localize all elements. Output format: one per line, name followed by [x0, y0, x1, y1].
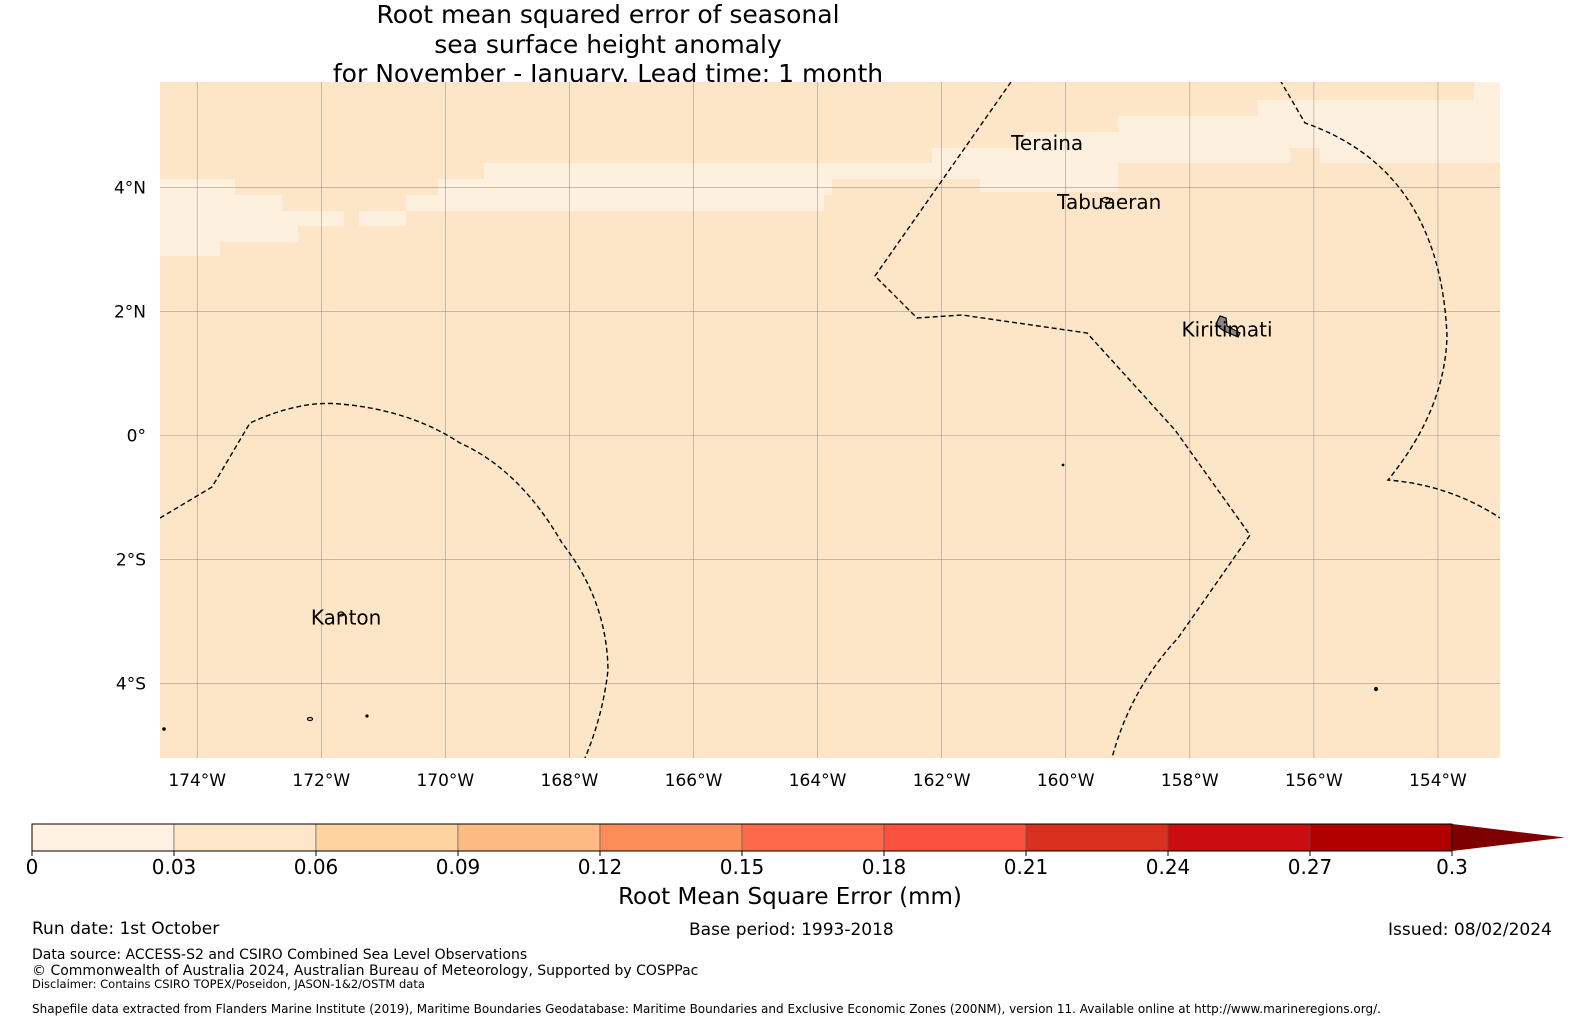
base-period: Base period: 1993-2018 [689, 920, 894, 940]
colorbar-tick-label: 0.24 [1146, 855, 1191, 879]
lon-tick-label: 164°W [789, 771, 847, 791]
place-label: Kiritimati [1182, 317, 1273, 341]
latitude-labels: 4°N 2°N 0° 2°S 4°S [114, 178, 146, 694]
lon-tick-label: 154°W [1409, 771, 1467, 791]
eez-line-phoenix [160, 402, 609, 758]
lat-tick-label: 0° [127, 427, 146, 447]
lon-tick-label: 160°W [1037, 771, 1095, 791]
lon-tick-label: 174°W [168, 771, 226, 791]
colorbar-segment [315, 823, 459, 852]
colorbar-tick-label: 0.3 [1436, 855, 1468, 879]
longitude-labels: 174°W 172°W 170°W 168°W 166°W 164°W 162°W 160°W… [168, 771, 1467, 791]
colorbar-tick-label: 0.21 [1004, 855, 1049, 879]
colorbar-segment [599, 823, 743, 852]
colorbar-tick-label: 0.09 [436, 855, 481, 879]
lon-tick-label: 158°W [1161, 771, 1219, 791]
colorbar-segment [741, 823, 885, 852]
lon-tick-label: 166°W [665, 771, 723, 791]
lon-tick-label: 156°W [1285, 771, 1343, 791]
colorbar-tick-label: 0.15 [720, 855, 765, 879]
title-line-1: Root mean squared error of seasonal [376, 0, 840, 29]
colorbar-segment [173, 823, 317, 852]
copyright: © Commonwealth of Australia 2024, Austra… [32, 963, 699, 979]
lat-tick-label: 2°S [116, 551, 146, 571]
islet-2 [365, 714, 369, 718]
colorbar-tick-label: 0 [26, 855, 39, 879]
data-source: Data source: ACCESS-S2 and CSIRO Combine… [32, 947, 528, 963]
colorbar-segment [1309, 823, 1453, 852]
lat-tick-label: 4°S [116, 675, 146, 695]
low-rmse-patches [160, 82, 1500, 256]
colorbar-tick-label: 0.27 [1288, 855, 1333, 879]
lon-tick-label: 170°W [416, 771, 474, 791]
lat-tick-label: 4°N [114, 178, 146, 198]
colorbar-segment [31, 823, 175, 852]
place-label: Teraina [1010, 131, 1083, 155]
lon-tick-label: 168°W [541, 771, 599, 791]
eez-boundaries [160, 82, 1500, 758]
place-label: Kanton [311, 606, 381, 630]
eez-line-east [1280, 82, 1500, 519]
colorbar-label: Root Mean Square Error (mm) [618, 884, 962, 910]
colorbar: 0 0.03 0.06 0.09 0.12 0.15 0.18 0.21 0.24 0.27 0.3 [26, 823, 1565, 879]
islet-5 [162, 727, 166, 731]
issued-date: Issued: 08/02/2024 [1388, 920, 1552, 940]
run-date: Run date: 1st October [32, 919, 220, 939]
colorbar-segment [457, 823, 601, 852]
islands [162, 196, 1379, 731]
disclaimer: Disclaimer: Contains CSIRO TOPEX/Poseido… [32, 977, 425, 991]
colorbar-tick-label: 0.06 [294, 855, 339, 879]
colorbar-extend-arrow [1452, 824, 1565, 851]
islet-1 [306, 716, 314, 722]
islet-4 [1061, 463, 1065, 467]
lon-tick-label: 172°W [292, 771, 350, 791]
eez-line-line-islands [874, 82, 1251, 758]
shapefile-credit: Shapefile data extracted from Flanders M… [32, 1002, 1381, 1016]
colorbar-segment [1025, 823, 1169, 852]
islet-3 [1373, 686, 1379, 692]
colorbar-segment [1167, 823, 1311, 852]
kiritimati-island-shape [1215, 315, 1241, 338]
map-panel: Teraina Tabuaeran Kiritimati Kanton [160, 82, 1500, 758]
place-labels: Teraina Tabuaeran Kiritimati Kanton [311, 131, 1273, 629]
colorbar-tick-label: 0.03 [152, 855, 197, 879]
title-line-2: sea surface height anomaly [434, 29, 782, 59]
colorbar-tick-label: 0.18 [862, 855, 907, 879]
gridlines [160, 82, 1500, 758]
colorbar-segment [883, 823, 1027, 852]
lon-tick-label: 162°W [913, 771, 971, 791]
tabuaeran-island-shape [1101, 196, 1111, 204]
place-label: Tabuaeran [1056, 190, 1161, 214]
lat-tick-label: 2°N [114, 302, 146, 322]
kanton-island-shape [337, 611, 345, 617]
colorbar-tick-label: 0.12 [578, 855, 623, 879]
